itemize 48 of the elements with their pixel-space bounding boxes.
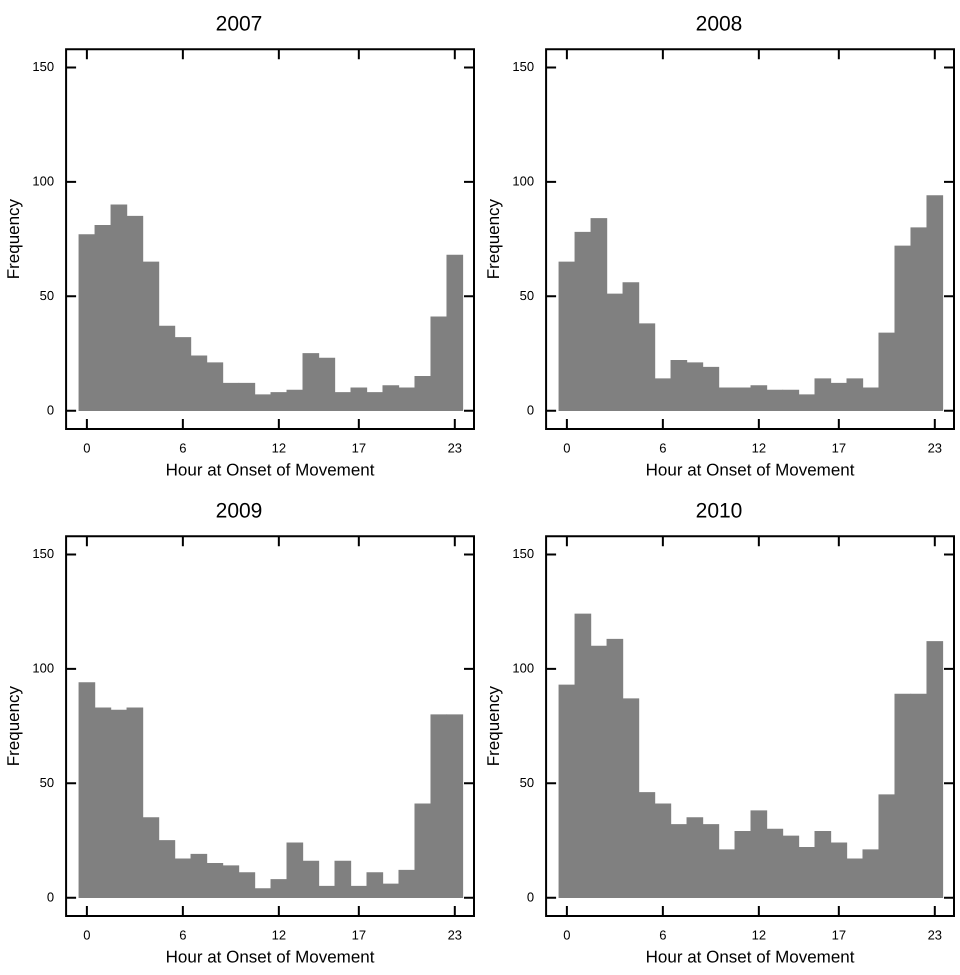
y-axis-title: Frequency: [484, 685, 503, 766]
y-tick-label: 100: [32, 660, 54, 676]
chart-title: 2007: [216, 12, 262, 36]
x-axis-title: Hour at Onset of Movement: [646, 460, 855, 480]
x-tick-label: 6: [179, 440, 186, 456]
y-tick-label: 100: [32, 173, 54, 188]
y-tick-label: 0: [526, 402, 534, 418]
y-tick-label: 0: [46, 402, 54, 418]
y-tick-label: 50: [520, 774, 534, 790]
x-tick-label: 17: [352, 927, 366, 942]
x-tick-label: 17: [832, 440, 846, 456]
y-axis-title: Frequency: [4, 198, 23, 280]
x-tick-label: 23: [928, 927, 942, 942]
y-tick-label: 50: [40, 288, 54, 303]
y-tick-label: 150: [512, 546, 534, 562]
x-tick-label: 12: [272, 927, 286, 942]
x-tick-label: 6: [659, 927, 666, 942]
x-axis-title: Hour at Onset of Movement: [646, 947, 855, 966]
x-tick-label: 0: [563, 440, 571, 456]
x-tick-label: 6: [179, 927, 186, 942]
chart-title: 2010: [696, 499, 742, 522]
x-tick-label: 17: [352, 440, 366, 456]
y-tick-label: 150: [512, 59, 534, 74]
chart-title: 2008: [696, 12, 742, 36]
y-tick-label: 0: [526, 889, 534, 904]
y-tick-label: 50: [520, 288, 534, 303]
x-tick-label: 23: [928, 440, 942, 456]
y-tick-label: 100: [512, 173, 534, 188]
x-tick-label: 0: [83, 440, 91, 456]
x-tick-label: 17: [832, 927, 846, 942]
x-tick-label: 0: [563, 927, 571, 942]
x-tick-label: 12: [272, 440, 286, 456]
x-tick-label: 12: [752, 440, 766, 456]
x-tick-label: 12: [752, 927, 766, 942]
x-axis-title: Hour at Onset of Movement: [166, 460, 375, 480]
y-tick-label: 150: [32, 59, 54, 74]
y-tick-label: 150: [32, 546, 54, 562]
y-tick-label: 0: [46, 889, 54, 904]
y-tick-label: 50: [40, 774, 54, 790]
chart-title: 2009: [216, 499, 262, 522]
x-tick-label: 6: [659, 440, 666, 456]
x-tick-label: 23: [448, 440, 462, 456]
x-axis-title: Hour at Onset of Movement: [166, 947, 375, 966]
x-tick-label: 0: [83, 927, 91, 942]
x-tick-label: 23: [448, 927, 462, 942]
y-axis-title: Frequency: [4, 685, 23, 766]
y-tick-label: 100: [512, 660, 534, 676]
y-axis-title: Frequency: [484, 198, 503, 280]
